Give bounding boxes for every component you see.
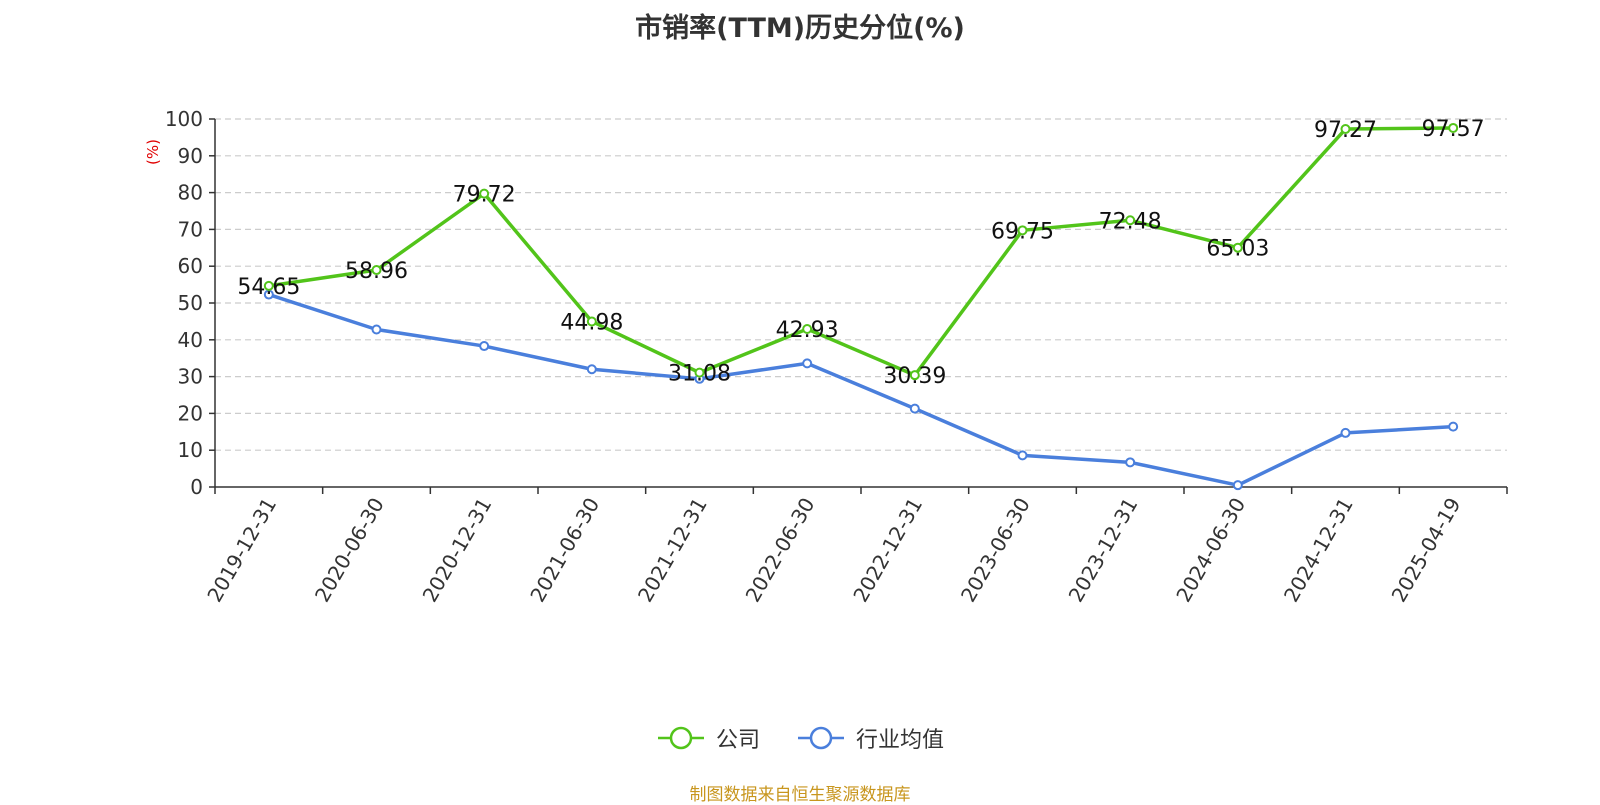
data-source-note: 制图数据来自恒生聚源数据库 [689, 785, 911, 805]
y-tick-label-20: 20 [178, 401, 203, 425]
x-tick-label-2021-06-30: 2021-06-30 [525, 494, 604, 607]
point-industry-2024-12-31 [1340, 427, 1351, 438]
point-industry-2025-04-19 [1448, 421, 1459, 432]
y-tick-label-50: 50 [178, 291, 203, 315]
point-company-2023-12-31 [1125, 215, 1136, 226]
point-industry-2020-12-31 [479, 341, 490, 352]
point-industry-2023-06-30 [1017, 450, 1028, 461]
data-label-company-2020-06-30: 58.96 [345, 259, 408, 284]
x-tick-label-2025-04-19: 2025-04-19 [1387, 494, 1466, 607]
x-tick-label-2023-06-30: 2023-06-30 [956, 494, 1035, 607]
point-company-2021-06-30 [586, 316, 597, 327]
y-tick-label-90: 90 [178, 144, 203, 168]
x-tick-label-2023-12-31: 2023-12-31 [1064, 494, 1143, 607]
legend: 公司 行业均值 [0, 722, 1600, 754]
point-company-2023-06-30 [1017, 225, 1028, 236]
point-industry-2020-06-30 [371, 324, 382, 335]
y-tick-label-70: 70 [178, 217, 203, 241]
y-tick-label-40: 40 [178, 328, 203, 352]
point-company-2022-12-31 [909, 370, 920, 381]
data-label-company-2024-12-31: 97.27 [1314, 118, 1377, 143]
point-industry-2022-06-30 [802, 358, 813, 369]
series-line-industry-average [268, 292, 1454, 487]
data-label-company-2024-06-30: 65.03 [1206, 237, 1269, 262]
point-industry-2023-12-31 [1125, 457, 1136, 468]
point-company-2020-06-30 [371, 265, 382, 276]
x-tick-label-2024-12-31: 2024-12-31 [1279, 494, 1358, 607]
x-tick-label-2022-06-30: 2022-06-30 [741, 494, 820, 607]
series-lines [263, 122, 1459, 491]
data-labels: 54.65 58.96 79.72 44.98 31.08 42.93 30.39 69.75… [237, 117, 1484, 389]
data-label-company-2023-06-30: 69.75 [991, 219, 1054, 244]
series-line-company [268, 126, 1454, 377]
x-tick-label-2020-06-30: 2020-06-30 [310, 494, 389, 607]
legend-item-company[interactable]: 公司 [656, 722, 760, 754]
legend-industry-label: 行业均值 [856, 728, 945, 753]
y-axis-title: (%) [144, 139, 162, 165]
point-company-2022-06-30 [802, 324, 813, 335]
data-label-company-2019-12-31: 54.65 [237, 275, 300, 300]
data-label-company-2021-06-30: 44.98 [560, 310, 623, 335]
legend-item-industry-average[interactable]: 行业均值 [796, 722, 944, 754]
data-label-company-2022-06-30: 42.93 [776, 318, 839, 343]
point-company-2025-04-19 [1448, 122, 1459, 133]
point-industry-2022-12-31 [909, 403, 920, 414]
point-company-2020-12-31 [479, 188, 490, 199]
x-tick-label-2020-12-31: 2020-12-31 [418, 494, 497, 607]
data-label-company-2020-12-31: 79.72 [453, 183, 516, 208]
legend-industry-marker-icon [798, 726, 844, 750]
point-company-2019-12-31 [263, 280, 274, 291]
grid-lines [215, 118, 1507, 451]
y-tick-label-0: 0 [190, 475, 203, 499]
data-label-company-2023-12-31: 72.48 [1099, 209, 1162, 234]
data-label-company-2025-04-19: 97.57 [1422, 117, 1485, 142]
chart-title: 市销率(TTM)历史分位(%) [635, 13, 965, 44]
point-company-2024-06-30 [1232, 242, 1243, 253]
legend-company-label: 公司 [715, 728, 760, 753]
point-industry-2021-06-30 [586, 364, 597, 375]
x-tick-label-2019-12-31: 2019-12-31 [202, 494, 281, 607]
point-company-2024-12-31 [1340, 124, 1351, 135]
x-tick-label-2024-06-30: 2024-06-30 [1171, 494, 1250, 607]
x-tick-label-2022-12-31: 2022-12-31 [848, 494, 927, 607]
y-tick-label-80: 80 [178, 181, 203, 205]
legend-company-marker-icon [657, 726, 704, 750]
y-tick-label-30: 30 [178, 365, 203, 389]
y-tick-label-10: 10 [178, 438, 203, 462]
data-label-company-2022-12-31: 30.39 [883, 364, 946, 389]
y-tick-label-100: 100 [165, 107, 203, 131]
axes: 0 10 20 30 40 50 60 70 80 90 100(%) 2019-12-31 2020-… [144, 107, 1508, 607]
x-tick-label-2021-12-31: 2021-12-31 [633, 494, 712, 607]
point-industry-2024-06-30 [1232, 480, 1243, 491]
y-tick-label-60: 60 [178, 254, 203, 278]
point-company-2021-12-31 [694, 367, 705, 378]
data-label-company-2021-12-31: 31.08 [668, 362, 731, 387]
